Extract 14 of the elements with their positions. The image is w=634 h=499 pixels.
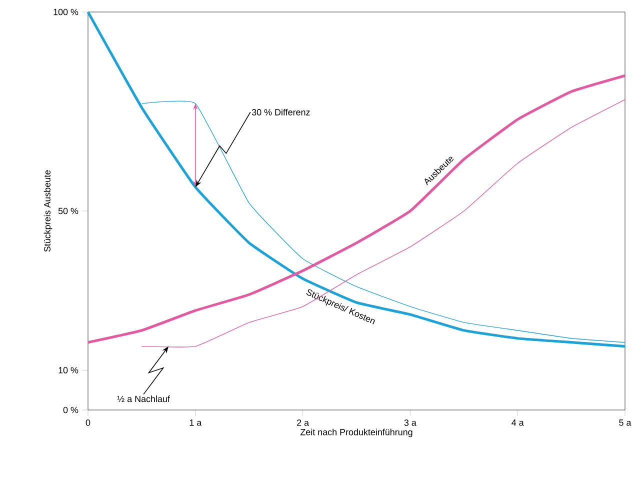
x-tick-label: 4 a bbox=[512, 420, 524, 426]
annotation: 30 % Differenz bbox=[252, 108, 310, 116]
x-tick-label: 0 bbox=[86, 420, 90, 426]
y-tick-label: 50 % bbox=[58, 208, 78, 214]
y-tick-label: 0 % bbox=[63, 406, 78, 414]
y-axis-title: Stückpreis Ausbeute bbox=[44, 170, 52, 252]
y-tick-label: 10 % bbox=[58, 367, 78, 374]
x-tick-label: 5 a bbox=[619, 420, 632, 426]
x-axis-title: Zeit nach Produkteinführung bbox=[300, 428, 412, 438]
x-tick-label: 2 a bbox=[297, 420, 310, 426]
annotation: ½ a Nachlauf bbox=[117, 396, 170, 402]
y-tick-label: 100 % bbox=[54, 8, 78, 16]
x-tick-label: 3 a bbox=[404, 420, 416, 426]
x-tick-label: 1 a bbox=[190, 420, 202, 426]
